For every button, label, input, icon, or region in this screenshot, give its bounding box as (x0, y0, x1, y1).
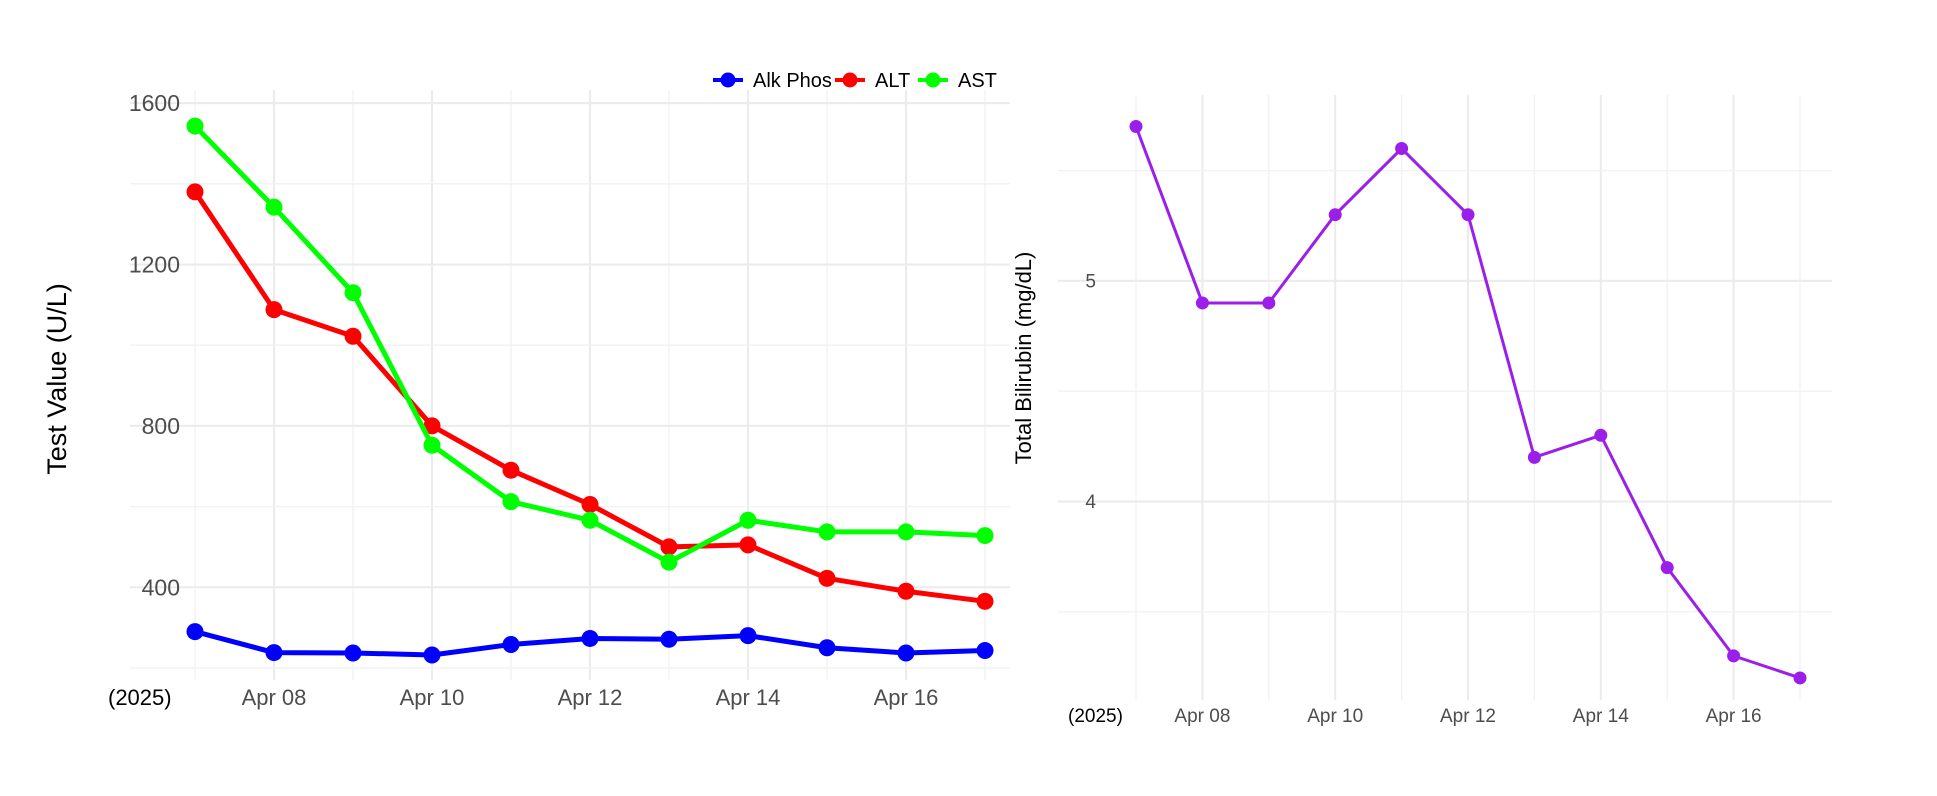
bilirubin-x-tick-label: Apr 08 (1174, 706, 1230, 727)
liver-enzymes-x-tick-label: Apr 16 (874, 685, 939, 710)
liver-enzymes-chart: 400 800 1200 1600 Apr 08 Apr 10 Apr 12 Apr 14 Ap… (42, 70, 1010, 710)
ast-legend-label: AST (958, 70, 997, 92)
ast-data-point (976, 527, 994, 545)
alt-data-point (897, 582, 915, 600)
liver-enzymes-series (186, 117, 994, 664)
alt-data-point (581, 496, 599, 513)
alt-legend-marker (842, 72, 858, 88)
alk-phos-data-point (660, 630, 678, 648)
alt-data-point (660, 538, 678, 556)
ast-data-point (186, 117, 204, 135)
bilirubin-x-tick-label: Apr 14 (1573, 706, 1629, 727)
bilirubin-year-label: (2025) (1068, 706, 1123, 727)
bilirubin-data-point (1461, 208, 1475, 222)
bilirubin-x-tick-label: Apr 16 (1706, 706, 1762, 727)
liver-enzymes-grid (130, 90, 1010, 680)
alk-phos-data-point (502, 635, 520, 653)
liver-enzymes-y-axis-title: Test Value (U/L) (42, 283, 72, 475)
ast-data-point (581, 511, 599, 529)
bilirubin-y-tick-label: 4 (1085, 492, 1096, 513)
liver-enzymes-y-tick-label: 400 (142, 574, 180, 600)
ast-data-point (344, 284, 362, 302)
alk-phos-data-point (186, 623, 204, 641)
alk-phos-data-point (739, 627, 757, 645)
bilirubin-data-point (1129, 119, 1143, 133)
bilirubin-data-point (1195, 296, 1209, 310)
ast-legend-marker (925, 72, 941, 88)
bilirubin-data-point (1262, 296, 1276, 310)
liver-enzymes-legend: Alk Phos ALT AST (713, 70, 997, 92)
alt-data-point (818, 569, 836, 587)
bilirubin-grid (1058, 95, 1832, 700)
bilirubin-x-tick-label: Apr 10 (1307, 706, 1363, 727)
alt-data-point (344, 327, 362, 345)
alk-phos-data-point (581, 629, 599, 647)
ast-data-point (660, 553, 678, 571)
bilirubin-data-point (1328, 208, 1342, 222)
bilirubin-x-tick-label: Apr 12 (1440, 706, 1496, 727)
ast-data-point (818, 523, 836, 541)
liver-enzymes-year-label: (2025) (108, 685, 172, 710)
liver-enzymes-x-tick-label: Apr 14 (716, 685, 781, 710)
alt-data-point (976, 592, 994, 610)
alk-phos-data-point (976, 642, 994, 660)
bilirubin-data-point (1727, 649, 1741, 663)
alt-data-point (502, 461, 520, 479)
ast-data-point (265, 198, 283, 216)
bilirubin-data-point (1527, 450, 1541, 464)
bilirubin-data-point (1660, 561, 1674, 575)
alk-phos-legend-marker (720, 72, 736, 88)
bilirubin-data-point (1793, 671, 1807, 685)
liver-enzymes-x-tick-label: Apr 10 (400, 685, 465, 710)
bilirubin-series (1129, 119, 1807, 685)
bilirubin-data-point (1395, 142, 1409, 156)
alk-phos-legend-label: Alk Phos (753, 70, 832, 92)
liver-enzymes-y-tick-label: 800 (142, 413, 180, 439)
bilirubin-ticks: 4 5 Apr 08 Apr 10 Apr 12 Apr 14 Apr 16 (1085, 272, 1761, 727)
liver-enzymes-x-tick-label: Apr 08 (242, 685, 307, 710)
bilirubin-data-point (1594, 428, 1608, 442)
liver-enzymes-y-tick-label: 1600 (129, 90, 180, 116)
alk-phos-data-point (344, 644, 362, 662)
liver-enzymes-y-tick-label: 1200 (129, 251, 180, 277)
ast-data-point (897, 523, 915, 541)
bilirubin-y-axis-title: Total Bilirubin (mg/dL) (1011, 252, 1036, 465)
alk-phos-data-point (818, 639, 836, 657)
alk-phos-data-point (897, 644, 915, 662)
bilirubin-chart: 4 5 Apr 08 Apr 10 Apr 12 Apr 14 Apr 16 Total B… (1011, 95, 1832, 727)
alt-data-point (423, 417, 441, 435)
ast-data-point (739, 511, 757, 529)
alk-phos-data-point (265, 644, 283, 662)
liver-enzymes-x-tick-label: Apr 12 (558, 685, 623, 710)
bilirubin-y-tick-label: 5 (1085, 272, 1096, 293)
ast-data-point (423, 436, 441, 454)
ast-data-point (502, 493, 520, 511)
alk-phos-data-point (423, 646, 441, 664)
alt-data-point (265, 301, 283, 319)
alt-data-point (739, 536, 757, 554)
alt-data-point (186, 183, 204, 201)
liver-enzymes-ticks: 400 800 1200 1600 Apr 08 Apr 10 Apr 12 Apr 14 Ap… (129, 90, 939, 710)
alt-legend-label: ALT (875, 70, 910, 92)
